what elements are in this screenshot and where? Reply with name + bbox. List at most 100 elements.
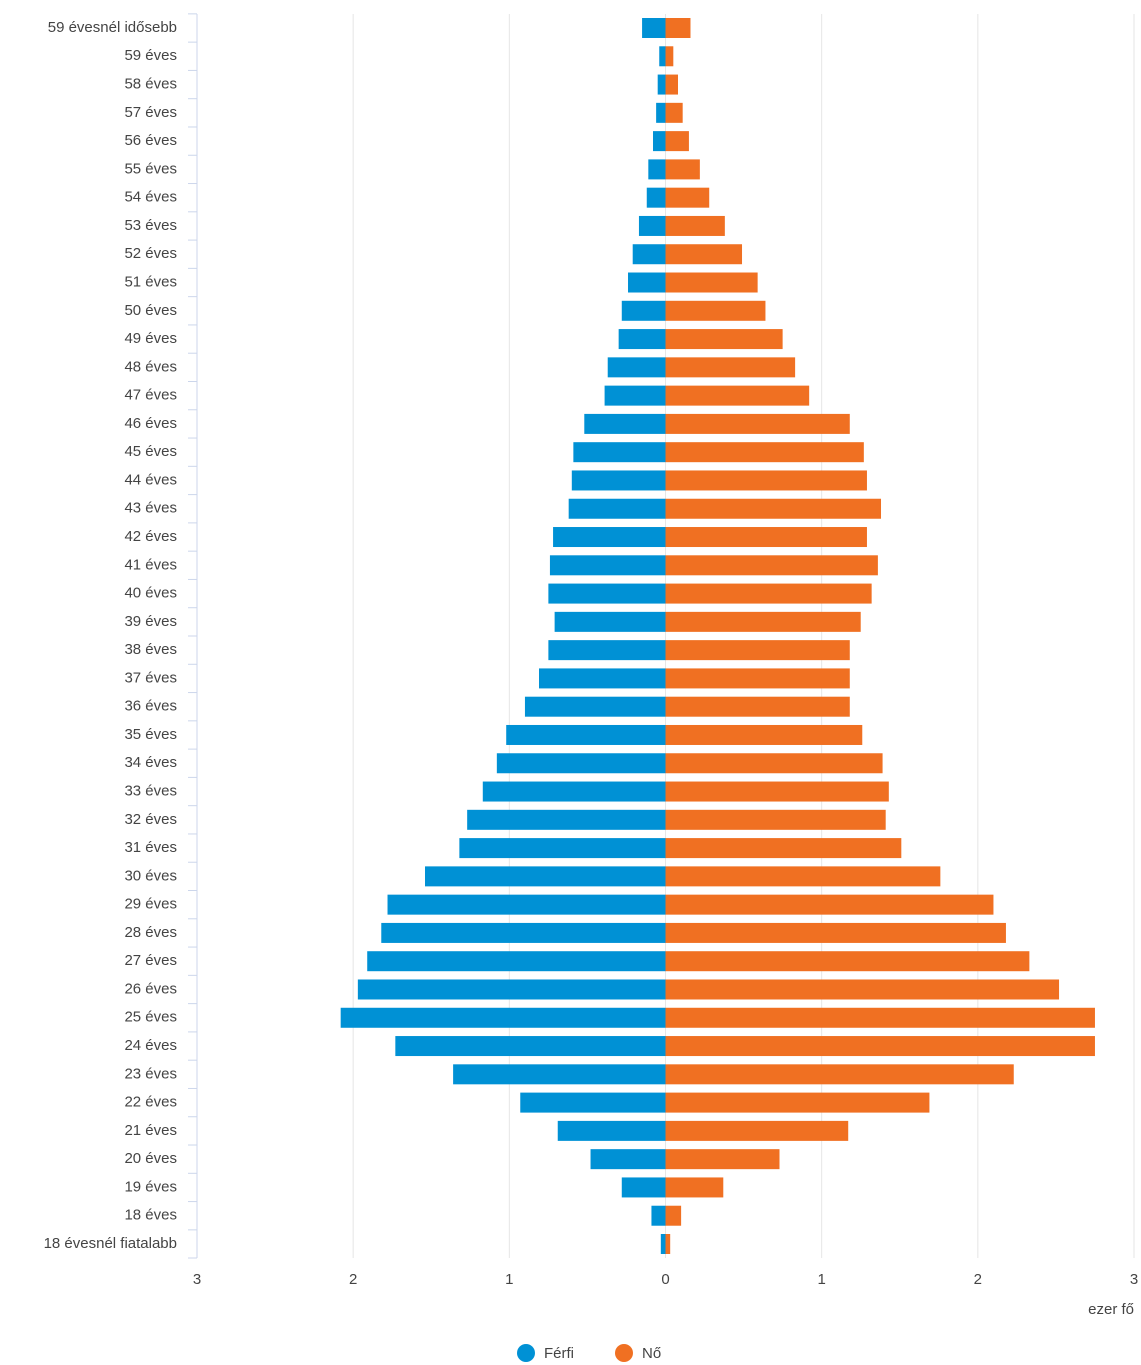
bar: [628, 272, 666, 293]
y-tick-label: 22 éves: [124, 1094, 177, 1111]
bar: [496, 753, 666, 774]
bar: [520, 1092, 666, 1113]
y-tick-label: 24 éves: [124, 1037, 177, 1054]
bar: [568, 498, 666, 519]
bar: [554, 611, 666, 632]
bar: [604, 385, 666, 406]
y-tick-label: 19 éves: [124, 1178, 177, 1195]
bar: [665, 922, 1006, 943]
y-tick-label: 46 éves: [124, 415, 177, 432]
bar: [665, 696, 850, 717]
bar: [665, 385, 810, 406]
x-tick-label: 1: [505, 1271, 513, 1288]
bar: [665, 215, 725, 236]
bar: [665, 1120, 849, 1141]
y-tick-label: 30 éves: [124, 867, 177, 884]
bar: [665, 131, 689, 152]
bar: [665, 498, 882, 519]
y-tick-label: 26 éves: [124, 980, 177, 997]
y-tick-label: 32 éves: [124, 811, 177, 828]
bar: [453, 1064, 666, 1085]
y-tick-label: 58 éves: [124, 76, 177, 93]
y-tick-label: 42 éves: [124, 528, 177, 545]
bar: [665, 527, 867, 548]
bar: [395, 1036, 666, 1057]
y-tick-label: 56 éves: [124, 132, 177, 149]
legend-marker: [615, 1344, 633, 1362]
y-tick-label: 40 éves: [124, 585, 177, 602]
bar: [557, 1120, 666, 1141]
bar: [367, 951, 666, 972]
y-tick-label: 33 éves: [124, 783, 177, 800]
bar: [506, 724, 666, 745]
y-tick-label: 20 éves: [124, 1150, 177, 1167]
bar: [665, 102, 683, 123]
bar: [642, 18, 666, 38]
bar: [553, 527, 666, 548]
bar: [467, 809, 666, 830]
bar: [653, 131, 666, 152]
x-tick-label: 2: [974, 1271, 982, 1288]
bar: [665, 555, 878, 576]
bar: [665, 1234, 671, 1254]
legend-label: Nő: [642, 1345, 661, 1362]
bar: [665, 1177, 724, 1198]
bar: [665, 413, 850, 434]
bar: [665, 894, 994, 915]
bar: [665, 18, 691, 38]
bar: [524, 696, 666, 717]
x-tick-label: 1: [817, 1271, 825, 1288]
bar: [665, 979, 1060, 1000]
y-tick-label: 59 évesnél idősebb: [48, 19, 177, 36]
y-tick-label: 53 éves: [124, 217, 177, 234]
bar: [425, 866, 666, 887]
bar: [665, 187, 710, 208]
y-tick-label: 35 éves: [124, 726, 177, 743]
y-tick-label: 49 éves: [124, 330, 177, 347]
bar: [618, 329, 666, 350]
y-tick-label: 29 éves: [124, 896, 177, 913]
bar: [659, 46, 666, 67]
bar: [665, 753, 883, 774]
y-tick-label: 27 éves: [124, 952, 177, 969]
legend-marker: [517, 1344, 535, 1362]
bar: [387, 894, 666, 915]
bar: [665, 74, 678, 95]
bar: [646, 187, 666, 208]
bar: [665, 442, 864, 463]
bar: [665, 611, 861, 632]
x-tick-label: 3: [1130, 1271, 1138, 1288]
bar: [638, 215, 666, 236]
bar: [459, 838, 666, 859]
bar: [665, 866, 941, 887]
y-tick-label: 31 éves: [124, 839, 177, 856]
bar: [657, 74, 666, 95]
bar: [665, 781, 889, 802]
bar: [621, 1177, 666, 1198]
x-tick-label: 2: [349, 1271, 357, 1288]
bar: [665, 838, 902, 859]
bar: [665, 244, 743, 265]
y-tick-label: 41 éves: [124, 556, 177, 573]
bar: [665, 329, 783, 350]
y-tick-label: 50 éves: [124, 302, 177, 319]
y-tick-label: 37 éves: [124, 669, 177, 686]
bar: [665, 1092, 930, 1113]
bar: [665, 357, 796, 378]
y-tick-label: 25 éves: [124, 1009, 177, 1026]
bar: [548, 583, 666, 604]
y-tick-label: 45 éves: [124, 443, 177, 460]
y-tick-label: 52 éves: [124, 245, 177, 262]
y-tick-label: 28 éves: [124, 924, 177, 941]
bar: [660, 1234, 666, 1254]
y-tick-label: 47 éves: [124, 387, 177, 404]
x-tick-label: 3: [193, 1271, 201, 1288]
bar: [665, 640, 850, 661]
bar: [573, 442, 666, 463]
bar: [548, 640, 666, 661]
legend-label: Férfi: [544, 1345, 574, 1362]
bar: [665, 159, 700, 180]
x-axis-label: ezer fő: [1088, 1301, 1134, 1318]
y-tick-label: 18 éves: [124, 1207, 177, 1224]
